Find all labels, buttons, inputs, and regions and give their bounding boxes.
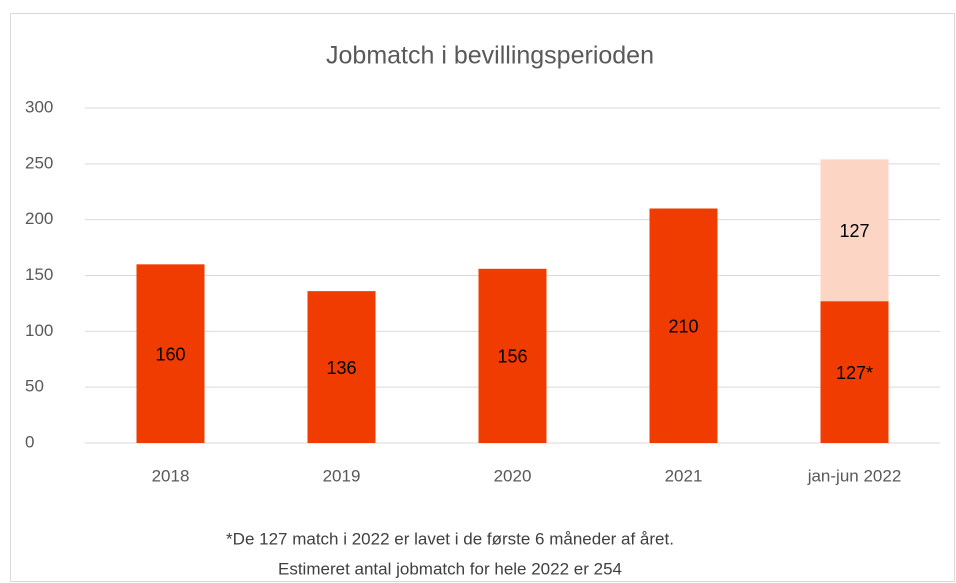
x-tick-label: 2020 (494, 466, 532, 485)
bar-segment (820, 301, 889, 443)
data-label: 127 (839, 221, 869, 241)
bar-segment (307, 291, 376, 443)
data-label: 127* (836, 363, 873, 383)
y-tick-label: 250 (25, 153, 53, 172)
footnote: Estimeret antal jobmatch for hele 2022 e… (278, 559, 622, 578)
bar-segment (649, 208, 718, 443)
y-tick-label: 100 (25, 321, 53, 340)
y-tick-label: 300 (25, 97, 53, 116)
chart-title: Jobmatch i bevillingsperioden (326, 42, 654, 70)
bar-segment (136, 264, 205, 443)
y-tick-label: 0 (25, 432, 34, 451)
x-tick-label: jan-jun 2022 (807, 466, 902, 485)
data-label: 156 (497, 347, 527, 367)
y-tick-label: 200 (25, 209, 53, 228)
bar-segment (820, 159, 889, 302)
y-tick-label: 50 (25, 377, 44, 396)
x-tick-label: 2021 (665, 466, 703, 485)
data-label: 160 (155, 344, 185, 364)
data-label: 136 (326, 358, 356, 378)
y-tick-label: 150 (25, 265, 53, 284)
data-label: 210 (668, 317, 698, 337)
footnote: *De 127 match i 2022 er lavet i de først… (226, 529, 674, 548)
x-tick-label: 2019 (323, 466, 361, 485)
bar-segment (478, 268, 547, 443)
x-tick-label: 2018 (152, 466, 190, 485)
